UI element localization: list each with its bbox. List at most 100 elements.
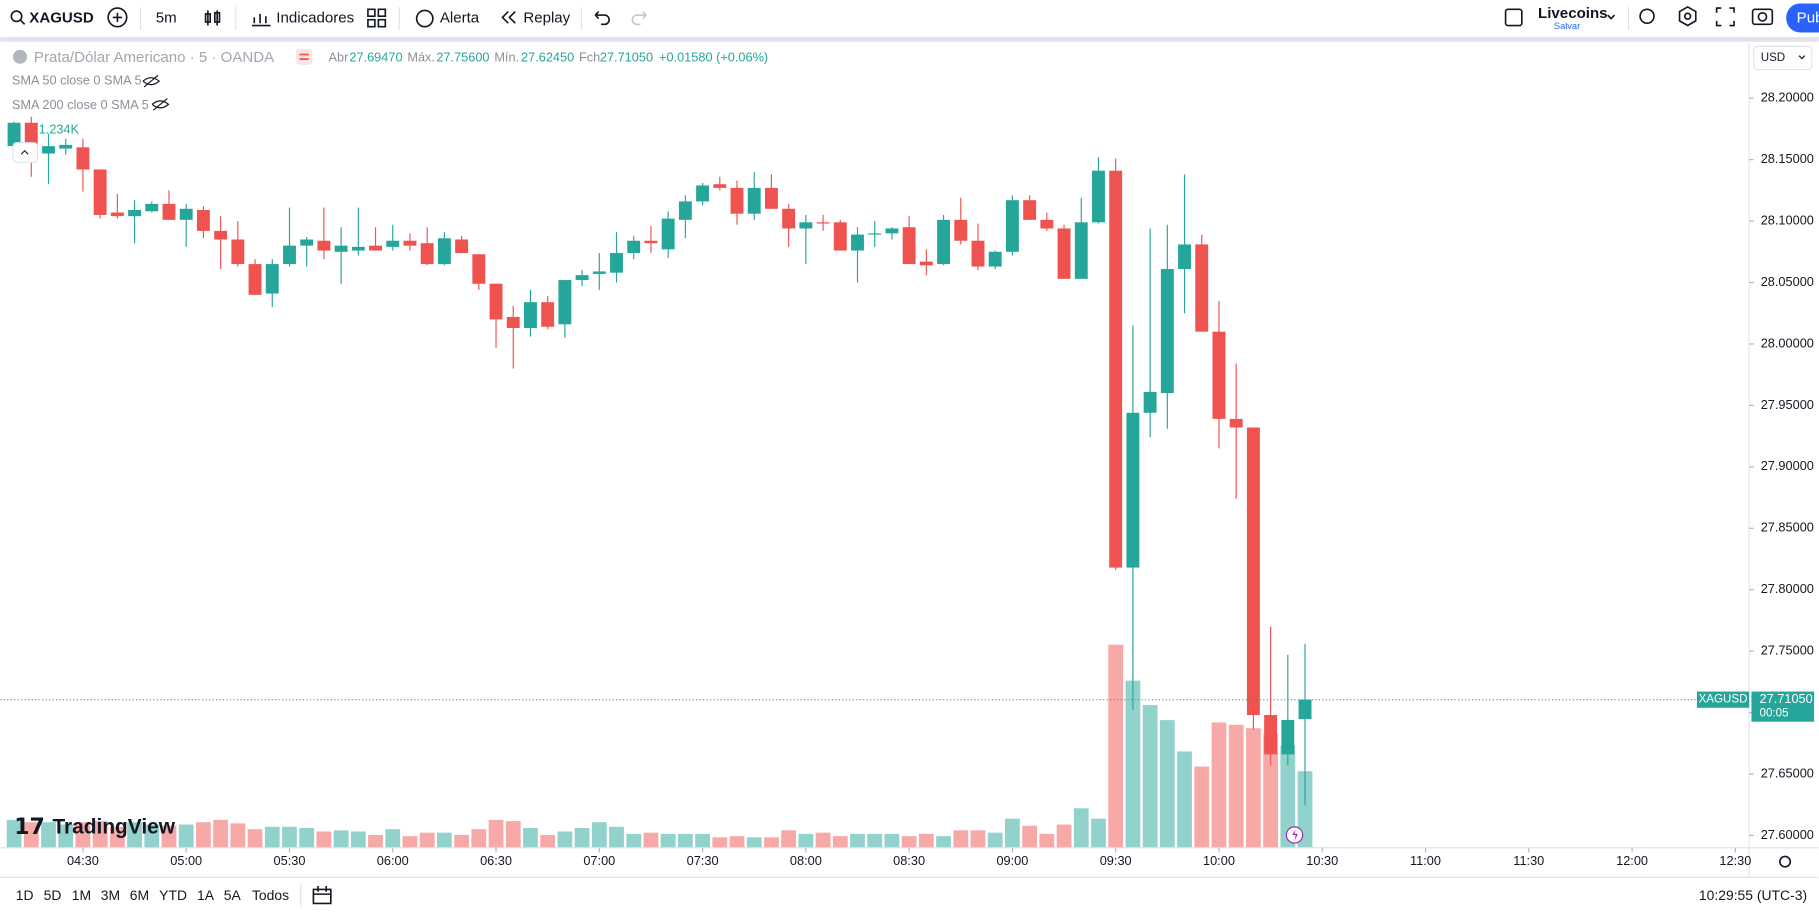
volume-bar	[1194, 766, 1210, 848]
open-label: Abr	[328, 49, 349, 64]
currency-selector[interactable]	[1753, 45, 1813, 71]
x-tick-label: 09:00	[996, 853, 1028, 868]
candle-body	[162, 203, 176, 220]
snapshot-button[interactable]	[1751, 8, 1774, 26]
chart-title: Prata/Dólar Americano · 5 · OANDA	[34, 49, 275, 66]
candle-body	[1212, 331, 1226, 419]
volume-bar	[1159, 720, 1175, 848]
candle-body	[369, 245, 382, 251]
volume-bar	[798, 833, 814, 848]
volume-bar	[1297, 771, 1313, 848]
search-icon[interactable]	[10, 10, 23, 23]
templates-button[interactable]	[367, 8, 387, 28]
range-button[interactable]: YTD	[159, 887, 187, 903]
candle-body	[541, 302, 555, 327]
layout-name[interactable]: Livecoins	[1538, 5, 1607, 22]
market-status-icon	[299, 53, 309, 61]
axis-settings[interactable]	[1779, 855, 1792, 868]
x-tick-label: 07:00	[583, 853, 615, 868]
volume-bar	[41, 822, 56, 848]
volume-bar	[591, 822, 607, 848]
currency-chevron	[1798, 55, 1806, 60]
hidden-icon[interactable]	[151, 98, 170, 111]
undo-button[interactable]	[594, 11, 610, 26]
candle-body	[110, 212, 124, 217]
interval[interactable]: 5m	[156, 10, 177, 27]
volume-bar	[6, 819, 22, 848]
candle-body	[1195, 244, 1209, 332]
volume-bar	[1246, 728, 1261, 848]
settings-button[interactable]	[1678, 6, 1697, 27]
indicators-button[interactable]: Indicadores	[276, 10, 354, 27]
candle-body	[196, 210, 210, 231]
indicators-icon	[251, 13, 271, 27]
volume-bar	[987, 832, 1003, 848]
alert-icon	[415, 9, 434, 28]
chart-type-button[interactable]	[204, 10, 221, 26]
symbol-tag-bg	[1696, 691, 1750, 708]
range-button[interactable]: 5A	[224, 887, 242, 903]
save-status[interactable]: Salvar	[1554, 21, 1580, 31]
range-button[interactable]: 3M	[101, 887, 120, 903]
close-label: Fch	[579, 49, 600, 64]
volume-bar	[746, 837, 762, 848]
volume-bar	[867, 833, 883, 848]
indicator-label[interactable]: SMA 200 close 0 SMA 5	[12, 97, 149, 112]
range-button[interactable]: 5D	[44, 887, 62, 903]
collapse-legend[interactable]	[12, 142, 38, 163]
change-value: +0.01580 (+0.06%)	[659, 49, 768, 64]
volume-bar	[1263, 734, 1278, 848]
range-button[interactable]: 1M	[72, 887, 91, 903]
volume-bar	[247, 829, 263, 848]
candle-body	[1023, 200, 1037, 220]
range-button[interactable]: 6M	[130, 887, 149, 903]
x-tick-label: 12:30	[1719, 853, 1751, 868]
candle-body	[179, 208, 193, 220]
candle-body	[214, 230, 228, 240]
volume-bar	[454, 834, 469, 848]
replay-button[interactable]: Replay	[523, 10, 570, 27]
volume-bar	[574, 828, 590, 848]
compare-button[interactable]	[107, 7, 128, 28]
volume-bar	[58, 824, 74, 848]
publish-button[interactable]	[1786, 3, 1819, 33]
volume-bar	[1073, 808, 1089, 848]
volume-bar	[918, 833, 934, 848]
volume-bar	[815, 832, 831, 848]
volume-bar	[1091, 818, 1106, 848]
range-button[interactable]: 1A	[197, 887, 215, 903]
layout-checkbox[interactable]	[1504, 8, 1523, 27]
indicator-label[interactable]: SMA 50 close 0 SMA 5	[12, 73, 142, 88]
alert-button[interactable]: Alerta	[440, 10, 480, 27]
currency: USD	[1761, 52, 1785, 64]
candle-body	[231, 239, 245, 265]
quick-search-button[interactable]	[1639, 8, 1655, 25]
hidden-icon[interactable]	[142, 74, 161, 88]
y-tick-label: 28.00000	[1761, 335, 1814, 350]
candle-body	[799, 222, 813, 229]
candle-body	[851, 234, 864, 251]
symbol-tag: XAGUSD	[1699, 694, 1748, 706]
symbol[interactable]: XAGUSD	[29, 10, 94, 27]
volume-bar	[1039, 833, 1055, 848]
range-button[interactable]: 1D	[16, 887, 34, 903]
market-status[interactable]	[296, 48, 313, 65]
volume-bar	[1056, 824, 1072, 848]
candle-body	[696, 185, 710, 202]
volume-bar	[1228, 724, 1244, 848]
layout-menu[interactable]	[1607, 14, 1616, 20]
volume-bar	[196, 822, 211, 848]
x-tick-label: 10:00	[1203, 853, 1235, 868]
candle-body	[128, 210, 142, 217]
open-value: 27.69470	[349, 49, 402, 64]
y-tick-label: 27.65000	[1761, 765, 1814, 780]
y-tick-label: 28.10000	[1761, 212, 1814, 227]
x-tick-label: 11:00	[1410, 853, 1441, 868]
date-range-button[interactable]	[312, 886, 332, 905]
fullscreen-button[interactable]	[1715, 7, 1735, 27]
candle-body	[1281, 719, 1295, 755]
redo-button[interactable]	[631, 11, 647, 26]
range-button[interactable]: Todos	[252, 887, 289, 903]
